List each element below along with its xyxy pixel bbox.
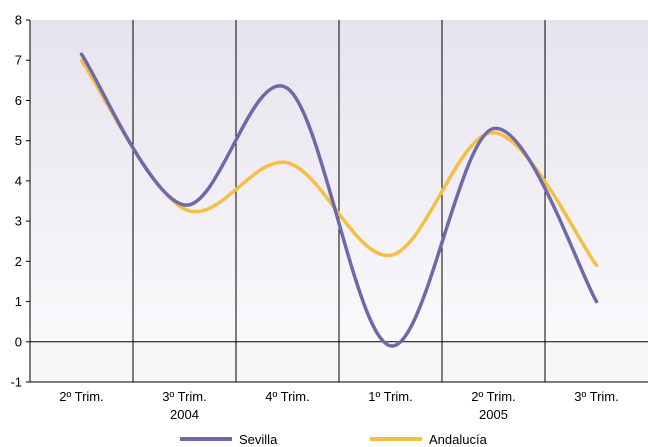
x-year-label: 2004 [170, 407, 199, 422]
x-tick-label: 3º Trim. [574, 389, 618, 404]
series-line-sevilla [79, 52, 599, 348]
y-tick-label: 5 [15, 133, 22, 148]
y-axis-ticks: -1 0 1 2 3 4 5 6 7 8 [10, 13, 30, 390]
y-tick-label: -1 [10, 375, 22, 390]
legend-label-andalucia: Andalucía [429, 432, 488, 447]
legend: Sevilla Andalucía [180, 432, 488, 447]
legend-label-sevilla: Sevilla [239, 432, 278, 447]
series-lines [79, 52, 599, 348]
y-tick-label: 8 [15, 13, 22, 28]
y-tick-label: 2 [15, 254, 22, 269]
x-tick-label: 1º Trim. [368, 389, 412, 404]
x-tick-label: 3º Trim. [162, 389, 206, 404]
y-tick-label: 7 [15, 53, 22, 68]
grid-lines [132, 20, 546, 382]
y-tick-label: 6 [15, 93, 22, 108]
x-tick-label: 4º Trim. [265, 389, 309, 404]
x-tick-label: 2º Trim. [59, 389, 103, 404]
x-year-label: 2005 [479, 407, 508, 422]
y-tick-label: 0 [15, 334, 22, 349]
y-tick-label: 3 [15, 214, 22, 229]
axes [29, 20, 648, 383]
y-tick-label: 4 [15, 173, 22, 188]
y-tick-label: 1 [15, 294, 22, 309]
x-tick-label: 2º Trim. [471, 389, 515, 404]
x-axis-ticks: 2º Trim. 3º Trim. 4º Trim. 1º Trim. 2º Trim.… [59, 389, 618, 422]
